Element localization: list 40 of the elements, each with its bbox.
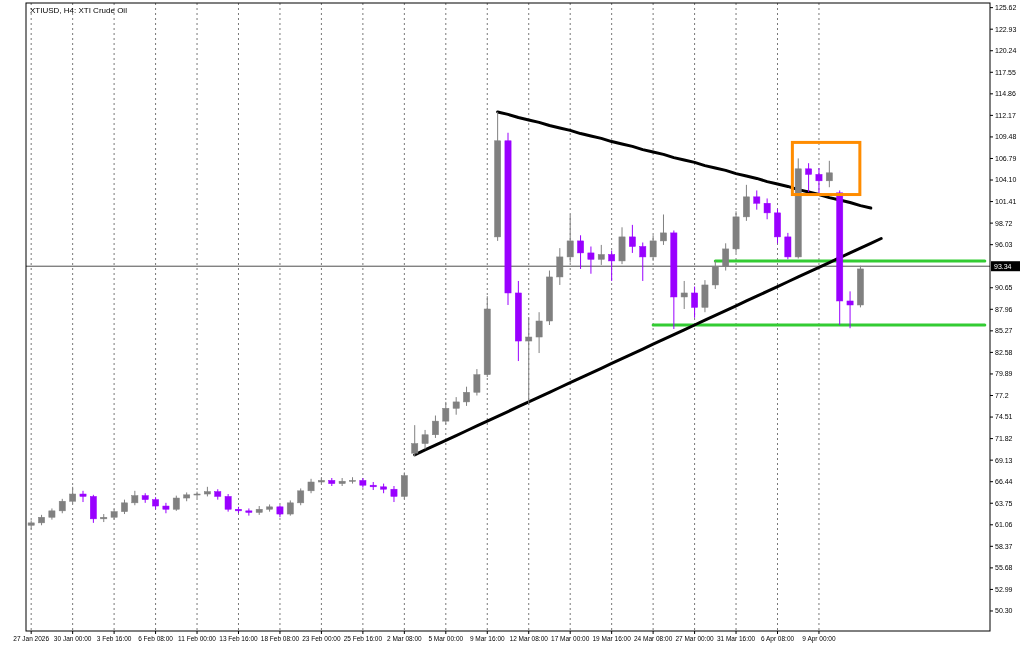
candlestick: [846, 290, 854, 329]
candlestick: [805, 162, 812, 193]
candlestick: [421, 429, 429, 450]
candlestick: [535, 311, 543, 354]
candlestick: [743, 184, 750, 222]
candlestick: [825, 160, 833, 188]
candlestick: [463, 386, 470, 407]
chart-title: XTIUSD, H4: XTI Crude Oil: [30, 6, 128, 15]
candlestick: [577, 234, 584, 270]
candlestick: [400, 471, 408, 500]
candlestick: [442, 401, 450, 425]
candlestick: [79, 490, 87, 503]
candlestick: [525, 316, 533, 406]
candlestick: [608, 250, 616, 282]
candlestick: [711, 260, 719, 290]
candlestick: [245, 507, 253, 517]
candlestick: [701, 279, 709, 313]
candlestick: [639, 242, 647, 282]
candlestick: [597, 244, 605, 266]
candlestick: [193, 491, 201, 499]
candlestick: [556, 247, 564, 286]
candlestick: [691, 286, 698, 319]
candlestick: [473, 368, 481, 396]
candlestick: [390, 485, 398, 503]
line-series: [496, 110, 873, 210]
candlestick: [815, 167, 823, 196]
candlestick: [763, 197, 771, 220]
candlestick: [629, 224, 636, 254]
candlestick: [162, 502, 170, 514]
candlestick: [411, 424, 419, 457]
candlestick: [649, 234, 657, 262]
candlestick: [432, 415, 439, 439]
candlestick: [90, 494, 97, 524]
candlestick: [680, 280, 688, 310]
candlestick: [784, 232, 792, 260]
candlestick: [566, 213, 574, 264]
candlestick: [660, 213, 667, 246]
candlestick: [722, 242, 730, 272]
candlestick: [587, 246, 595, 275]
candlestick: [753, 189, 761, 211]
